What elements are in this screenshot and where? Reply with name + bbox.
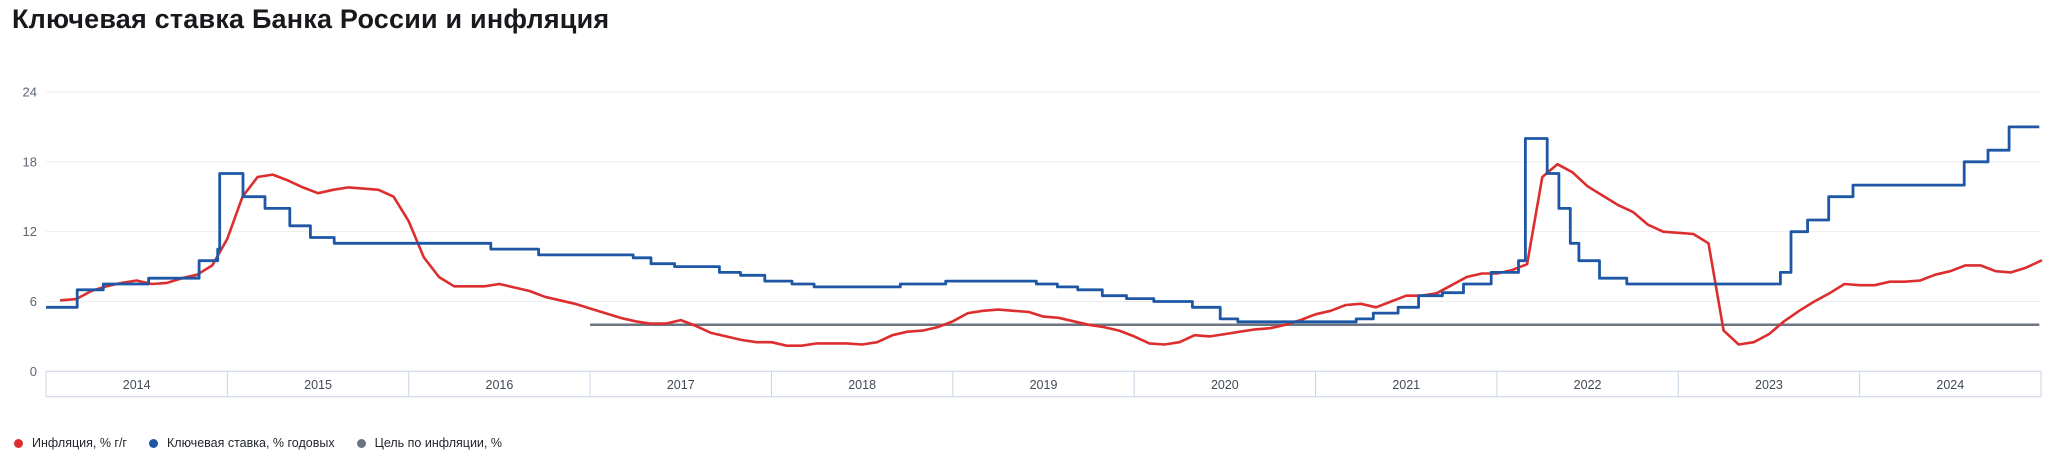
inflation-line (59, 162, 2043, 347)
y-axis-label: 24 (23, 85, 37, 100)
legend-label: Ключевая ставка, % годовых (167, 436, 335, 450)
key-rate-step-line (46, 125, 2040, 324)
chart-title: Ключевая ставка Банка России и инфляция (12, 4, 610, 34)
y-axis-zero-label: 0 (30, 364, 37, 379)
y-axis-label: 18 (23, 154, 37, 169)
x-axis-label: 2016 (486, 378, 514, 392)
x-axis-label: 2021 (1392, 378, 1420, 392)
x-axis-label: 2019 (1030, 378, 1058, 392)
legend-item-2[interactable]: Цель по инфляции, % (356, 436, 502, 450)
x-axis-label: 2018 (848, 378, 876, 392)
x-axis-label: 2022 (1574, 378, 1602, 392)
legend-label: Цель по инфляции, % (374, 436, 502, 450)
chart-legend: Инфляция, % г/г Ключевая ставка, % годовы… (14, 436, 502, 450)
y-axis-label: 12 (23, 224, 37, 239)
legend-dot-icon (356, 438, 366, 448)
legend-item-0[interactable]: Инфляция, % г/г (14, 436, 127, 450)
x-axis-label: 2024 (1936, 378, 1964, 392)
legend-item-1[interactable]: Ключевая ставка, % годовых (149, 436, 335, 450)
x-axis-label: 2014 (123, 378, 151, 392)
x-axis-label: 2015 (304, 378, 332, 392)
y-axis-label: 6 (30, 294, 37, 309)
x-axis-label: 2020 (1211, 378, 1239, 392)
legend-dot-icon (14, 438, 23, 448)
x-axis-label: 2023 (1755, 378, 1783, 392)
legend-dot-icon (149, 438, 158, 448)
legend-label: Инфляция, % г/г (32, 436, 127, 450)
x-axis-label: 2017 (667, 378, 695, 392)
